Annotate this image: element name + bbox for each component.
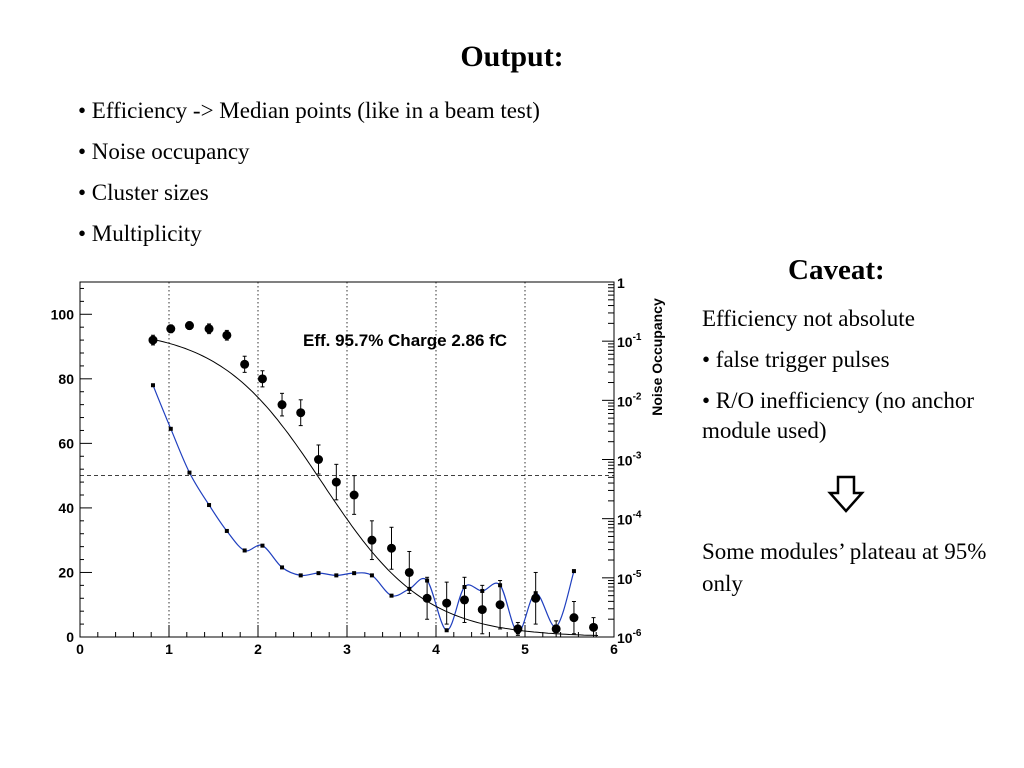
efficiency-series [148, 321, 599, 638]
y-axis-left: 0 20 40 60 80 100 [51, 287, 92, 645]
y2-tick-label: 1 [617, 275, 625, 291]
y-tick-label: 80 [58, 371, 74, 387]
y2-axis-label: Noise Occupancy [649, 298, 665, 416]
efficiency-point [296, 408, 306, 418]
noise-point [389, 593, 394, 598]
noise-line [152, 384, 575, 633]
efficiency-point [495, 600, 505, 610]
y2-tick-exponent: -3 [633, 451, 642, 462]
efficiency-point [349, 490, 359, 500]
efficiency-point [240, 359, 250, 369]
x-tick-label: 6 [610, 641, 618, 657]
efficiency-point [531, 593, 541, 603]
y2-tick-exponent: -5 [633, 569, 642, 580]
slide-title: Output: [460, 40, 564, 73]
efficiency-point [459, 595, 469, 605]
y-tick-label: 100 [51, 306, 75, 322]
x-tick-label: 3 [343, 641, 351, 657]
efficiency-point [148, 335, 158, 345]
noise-point [280, 565, 285, 570]
chart-annotation: Eff. 95.7% Charge 2.86 fC [303, 331, 507, 350]
noise-point [207, 503, 212, 508]
y2-tick-exponent: -6 [633, 628, 642, 639]
efficiency-point [314, 455, 324, 464]
y2-tick-label: 10-1 [617, 332, 642, 350]
efficiency-point [404, 567, 414, 577]
noise-point [444, 628, 449, 633]
y2-tick-exponent: -2 [633, 391, 642, 402]
x-tick-label: 0 [76, 641, 84, 657]
x-tick-label: 1 [165, 641, 173, 657]
noise-point [187, 470, 192, 475]
x-tick-label: 5 [521, 641, 529, 657]
efficiency-fit-curve [152, 338, 599, 636]
caveat-item-trigger: • false trigger pulses [702, 347, 890, 372]
noise-point [150, 383, 155, 388]
x-axis: 0 1 2 3 4 5 6 [76, 625, 618, 657]
noise-point [242, 548, 247, 553]
down-arrow-icon [827, 475, 865, 513]
caveat-conclusion: Some modules’ plateau at 95% only [702, 539, 987, 596]
efficiency-point [257, 374, 267, 384]
efficiency-point [513, 624, 523, 634]
efficiency-point [331, 477, 341, 487]
bullet-cluster-sizes: • Cluster sizes [78, 180, 209, 205]
y2-tick-label: 10-4 [617, 510, 642, 528]
output-bullet-list: • Efficiency -> Median points (like in a… [78, 90, 540, 254]
caveat-list: Efficiency not absolute • false trigger … [702, 304, 1002, 457]
noise-point [260, 543, 265, 548]
y2-tick-exponent: -1 [633, 332, 642, 343]
y2-tick-label: 10-2 [617, 391, 642, 409]
efficiency-noise-chart: 0 1 2 3 4 5 6 0 20 40 60 80 100 1 10-1 10-2 10-3 10-4 10… [51, 275, 665, 657]
efficiency-point [569, 613, 579, 623]
noise-point [352, 571, 357, 576]
y2-tick-label: 10-5 [617, 569, 642, 587]
efficiency-point [166, 324, 176, 334]
x-tick-label: 2 [254, 641, 262, 657]
efficiency-point [204, 324, 214, 334]
y-tick-label: 40 [58, 500, 74, 516]
noise-point [316, 571, 321, 576]
y-tick-label: 60 [58, 435, 74, 451]
noise-point [168, 426, 173, 431]
noise-point [298, 573, 303, 578]
y-axis-right: 1 10-1 10-2 10-3 10-4 10-5 10-6 [602, 275, 642, 646]
efficiency-point [551, 624, 561, 634]
efficiency-point [367, 535, 377, 545]
bullet-efficiency: • Efficiency -> Median points (like in a… [78, 98, 540, 123]
efficiency-point [184, 321, 194, 331]
bullet-noise-occupancy: • Noise occupancy [78, 139, 250, 164]
efficiency-point [277, 400, 287, 410]
efficiency-point [442, 598, 452, 608]
efficiency-point [222, 330, 232, 340]
y2-tick-exponent: -4 [633, 510, 642, 521]
efficiency-point [589, 622, 599, 632]
noise-point [369, 573, 374, 578]
noise-point [224, 528, 229, 533]
efficiency-point [477, 605, 487, 615]
noise-series [150, 383, 576, 635]
x-tick-label: 4 [432, 641, 440, 657]
y2-tick-label: 10-3 [617, 451, 642, 469]
efficiency-point [387, 543, 396, 553]
efficiency-point [422, 593, 432, 603]
y-tick-label: 0 [66, 629, 74, 645]
caveat-title: Caveat: [788, 254, 885, 286]
bullet-multiplicity: • Multiplicity [78, 221, 202, 246]
caveat-intro: Efficiency not absolute [702, 306, 915, 331]
y-tick-label: 20 [58, 564, 74, 580]
noise-point [334, 573, 339, 578]
caveat-item-ro: • R/O inefficiency (no anchor module use… [702, 388, 975, 443]
noise-point [571, 569, 576, 574]
y2-tick-label: 10-6 [617, 628, 642, 646]
grid-lines [80, 282, 614, 637]
